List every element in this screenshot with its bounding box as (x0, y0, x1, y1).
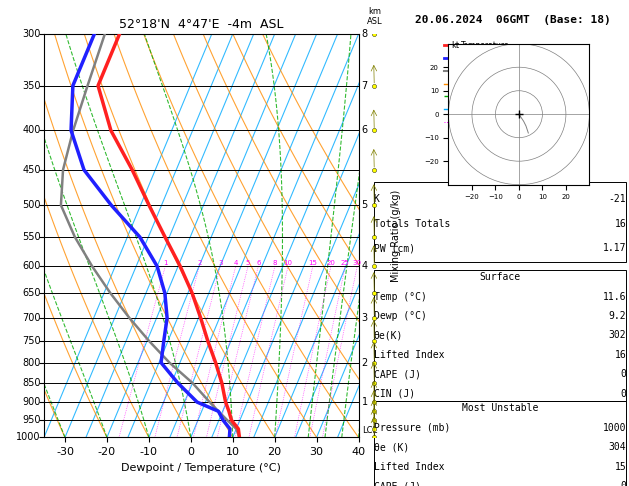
Text: 900: 900 (23, 397, 41, 407)
Text: Mixing Ratio (g/kg): Mixing Ratio (g/kg) (391, 190, 401, 282)
Text: 850: 850 (23, 378, 41, 388)
Legend: Temperature, Dewpoint, Parcel Trajectory, Dry Adiabat, Wet Adiabat, Isotherm, Mi: Temperature, Dewpoint, Parcel Trajectory… (440, 38, 528, 130)
Text: 1000: 1000 (16, 433, 41, 442)
Text: 302: 302 (609, 330, 626, 341)
Text: 350: 350 (23, 81, 41, 91)
Text: Most Unstable: Most Unstable (462, 403, 538, 414)
Text: CIN (J): CIN (J) (374, 389, 415, 399)
Text: CAPE (J): CAPE (J) (374, 369, 421, 380)
Text: 3: 3 (362, 313, 368, 323)
Text: 0: 0 (621, 481, 626, 486)
Text: 0: 0 (621, 389, 626, 399)
Text: 600: 600 (23, 261, 41, 271)
Text: 16: 16 (615, 219, 626, 229)
Text: Dewp (°C): Dewp (°C) (374, 311, 426, 321)
Text: Surface: Surface (479, 272, 521, 282)
Text: 7: 7 (362, 81, 368, 91)
Text: 304: 304 (609, 442, 626, 452)
Text: 3: 3 (218, 260, 223, 266)
Text: CAPE (J): CAPE (J) (374, 481, 421, 486)
Text: 10: 10 (284, 260, 292, 266)
Text: 30: 30 (353, 260, 362, 266)
Text: 2: 2 (362, 358, 368, 367)
Text: 4: 4 (362, 261, 368, 271)
Text: 650: 650 (23, 288, 41, 298)
Text: Pressure (mb): Pressure (mb) (374, 423, 450, 433)
Text: 15: 15 (615, 462, 626, 472)
Text: 4: 4 (233, 260, 238, 266)
Text: Lifted Index: Lifted Index (374, 350, 444, 360)
Text: 300: 300 (23, 29, 41, 39)
Text: 5: 5 (246, 260, 250, 266)
Text: K: K (374, 194, 379, 205)
Text: Lifted Index: Lifted Index (374, 462, 444, 472)
Text: 2: 2 (197, 260, 201, 266)
Text: 0: 0 (621, 369, 626, 380)
Text: 6: 6 (256, 260, 260, 266)
Text: -21: -21 (609, 194, 626, 205)
Text: 8: 8 (362, 29, 368, 39)
Text: 15: 15 (308, 260, 317, 266)
Text: LCL: LCL (362, 426, 377, 435)
Text: 20: 20 (326, 260, 335, 266)
Text: kt: kt (451, 41, 459, 51)
Text: 8: 8 (272, 260, 277, 266)
Text: 16: 16 (615, 350, 626, 360)
Text: 450: 450 (23, 165, 41, 175)
Text: Temp (°C): Temp (°C) (374, 292, 426, 302)
Text: 950: 950 (23, 415, 41, 425)
Text: 20.06.2024  06GMT  (Base: 18): 20.06.2024 06GMT (Base: 18) (415, 15, 611, 25)
Title: 52°18'N  4°47'E  -4m  ASL: 52°18'N 4°47'E -4m ASL (119, 18, 284, 32)
Text: Totals Totals: Totals Totals (374, 219, 450, 229)
Text: 400: 400 (23, 125, 41, 136)
Text: 5: 5 (362, 200, 368, 210)
Text: 1: 1 (362, 397, 368, 407)
Text: θe(K): θe(K) (374, 330, 403, 341)
Text: 9.2: 9.2 (609, 311, 626, 321)
Text: 550: 550 (22, 232, 41, 242)
Text: 800: 800 (23, 358, 41, 367)
Text: 1.17: 1.17 (603, 243, 626, 253)
Text: 1: 1 (163, 260, 167, 266)
Text: 750: 750 (22, 336, 41, 346)
Text: 6: 6 (362, 125, 368, 136)
Text: 1000: 1000 (603, 423, 626, 433)
Text: 11.6: 11.6 (603, 292, 626, 302)
Text: θe (K): θe (K) (374, 442, 409, 452)
Text: km
ASL: km ASL (367, 6, 382, 26)
Text: 700: 700 (23, 313, 41, 323)
Text: 500: 500 (23, 200, 41, 210)
Text: PW (cm): PW (cm) (374, 243, 415, 253)
X-axis label: Dewpoint / Temperature (°C): Dewpoint / Temperature (°C) (121, 463, 281, 473)
Text: 25: 25 (341, 260, 350, 266)
